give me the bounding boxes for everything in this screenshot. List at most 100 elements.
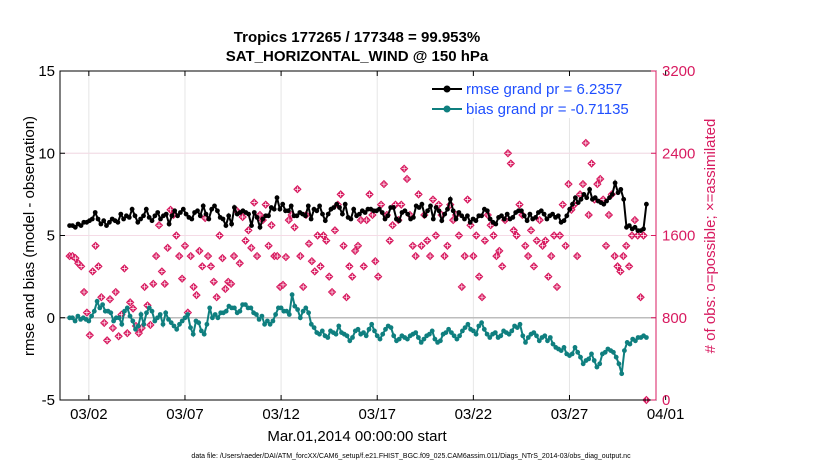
bias-point: [284, 308, 289, 314]
bias-point: [545, 338, 550, 344]
rmse-point: [72, 224, 78, 230]
bias-point: [89, 313, 94, 319]
rmse-point: [524, 218, 530, 224]
y2-tick-label: 3200: [662, 63, 695, 80]
bias-point: [602, 349, 608, 355]
bias-point: [166, 317, 171, 322]
bias-point: [207, 305, 213, 311]
obs-count-point: [362, 215, 371, 225]
obs-count-point: [160, 279, 169, 289]
rmse-point: [277, 206, 283, 212]
bias-point: [119, 321, 125, 327]
obs-count-point: [460, 251, 469, 261]
bias-point: [135, 323, 141, 329]
obs-count-point: [373, 272, 383, 281]
obs-count-point: [474, 272, 484, 281]
obs-count-point: [212, 292, 221, 302]
bias-point: [578, 354, 583, 360]
bias-point: [355, 326, 361, 332]
obs-count-point: [192, 290, 201, 300]
bias-point: [429, 328, 435, 334]
bias-point: [451, 333, 457, 339]
bias-point: [311, 325, 317, 330]
obs-count-point: [489, 231, 498, 240]
obs-count-point: [244, 226, 253, 235]
bias-point: [520, 333, 526, 339]
rmse-point: [223, 223, 229, 229]
obs-count-series: [65, 138, 651, 405]
y-axis-label: rmse and bias (model - observation): [21, 116, 38, 356]
bias-point: [594, 364, 600, 370]
rmse-point: [152, 213, 158, 219]
bias-point: [531, 330, 537, 335]
obs-count-point: [111, 287, 120, 297]
rmse-point: [604, 198, 609, 204]
rmse-point: [612, 180, 618, 186]
bias-point: [188, 325, 193, 330]
rmse-point: [584, 195, 590, 201]
obs-count-point: [523, 251, 533, 261]
rmse-point: [592, 195, 598, 201]
obs-count-point: [180, 241, 190, 250]
x-tick-label: 03/02: [70, 406, 108, 423]
bias-point: [297, 315, 303, 321]
obs-count-point: [203, 251, 213, 261]
rmse-point: [351, 206, 357, 212]
bias-point: [171, 323, 177, 329]
x-tick-label: 03/17: [358, 406, 396, 423]
obs-count-point: [339, 241, 348, 250]
bias-point: [185, 312, 191, 317]
rmse-point: [538, 208, 544, 214]
rmse-point: [172, 208, 178, 214]
bias-point: [509, 328, 515, 334]
bias-point: [215, 315, 221, 321]
obs-count-point: [584, 210, 593, 220]
obs-count-point: [327, 287, 337, 297]
obs-count-point: [581, 138, 591, 148]
rmse-point: [203, 211, 209, 217]
bias-point: [204, 321, 210, 327]
obs-count-point: [296, 251, 305, 261]
rmse-point: [578, 196, 584, 202]
bias-point: [86, 318, 92, 324]
obs-count-point: [249, 198, 259, 207]
obs-count-point: [238, 212, 247, 222]
bias-point: [613, 354, 619, 360]
rmse-point: [632, 224, 638, 230]
bias-point: [70, 315, 75, 321]
obs-count-point: [402, 174, 412, 184]
obs-count-point: [454, 231, 464, 240]
bias-point: [97, 305, 103, 311]
rmse-point: [251, 210, 257, 215]
obs-count-point: [267, 221, 276, 230]
obs-count-point: [105, 295, 115, 304]
rmse-point: [266, 213, 271, 219]
bias-point: [418, 340, 424, 345]
rmse-point: [220, 216, 226, 222]
obs-count-point: [206, 262, 216, 271]
bias-point: [267, 321, 273, 327]
bias-point: [525, 335, 531, 340]
rmse-point: [78, 223, 84, 229]
obs-count-point: [610, 251, 619, 261]
obs-count-point: [114, 332, 123, 341]
obs-count-point: [604, 210, 614, 220]
obs-count-point: [503, 149, 513, 158]
rmse-point: [118, 211, 124, 217]
rmse-point: [587, 187, 592, 192]
x-tick-label: 04/01: [647, 406, 685, 423]
rmse-point: [541, 211, 547, 217]
bias-point: [196, 320, 202, 326]
bias-point: [372, 328, 377, 334]
obs-count-point: [443, 241, 452, 250]
bias-point: [160, 321, 166, 327]
obs-count-point: [198, 262, 207, 271]
obs-count-point: [472, 231, 481, 240]
rmse-point: [433, 205, 439, 210]
obs-count-point: [290, 223, 299, 232]
obs-count-point: [408, 241, 417, 250]
rmse-point: [163, 211, 169, 217]
rmse-point: [308, 216, 314, 222]
obs-count-point: [229, 251, 239, 261]
bias-point: [534, 333, 539, 339]
